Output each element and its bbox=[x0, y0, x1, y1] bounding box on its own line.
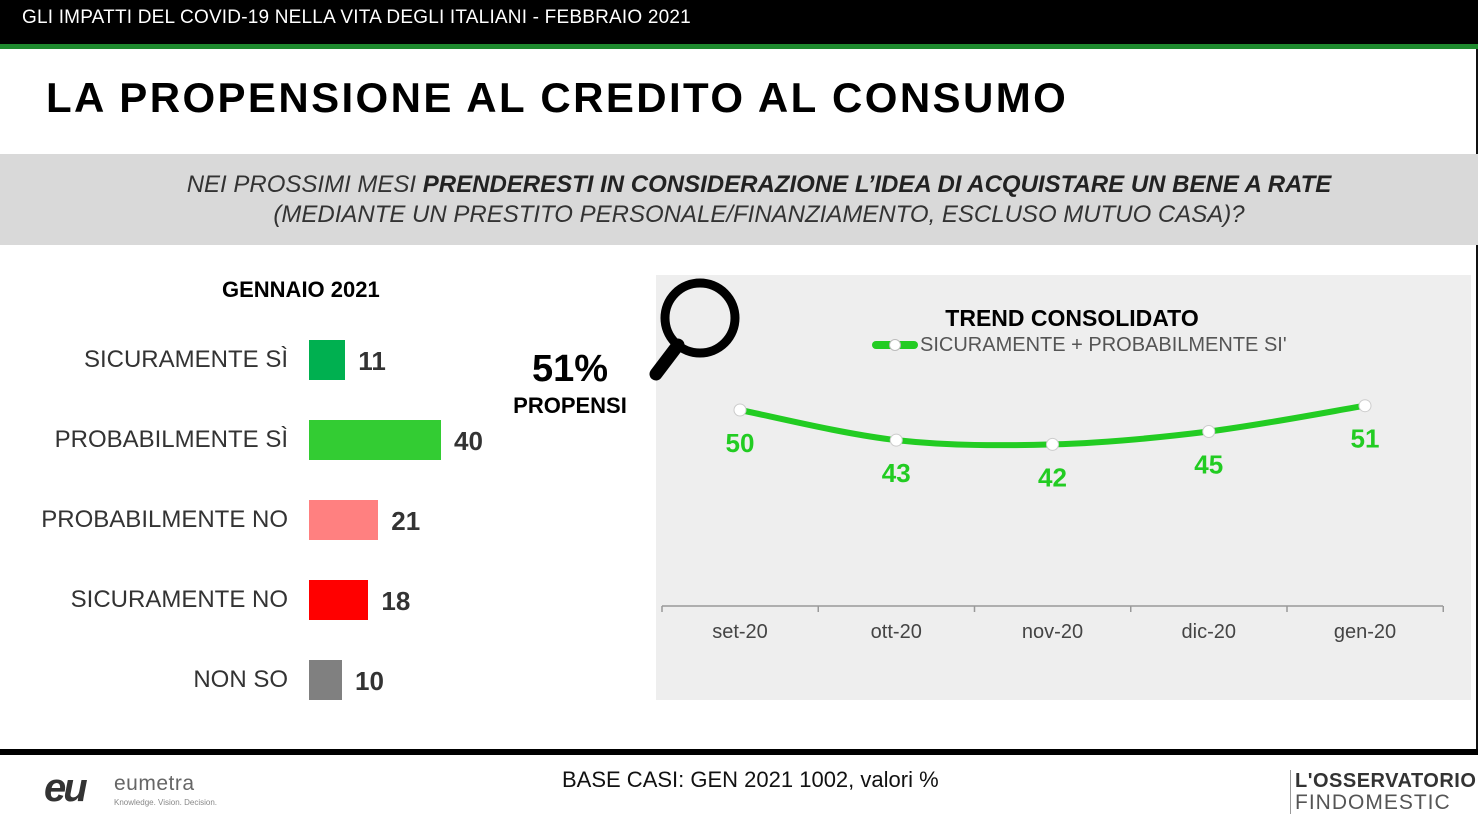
bar-row: SICURAMENTE SÌ 11 bbox=[0, 340, 1478, 380]
bar-category-label: PROBABILMENTE SÌ bbox=[54, 426, 288, 453]
bar-category-label: NON SO bbox=[193, 666, 288, 693]
trend-chart-title: TREND CONSOLIDATO bbox=[945, 305, 1199, 331]
trend-panel bbox=[656, 275, 1471, 700]
x-axis-tick-label: set-20 bbox=[712, 621, 768, 643]
trend-data-label: 42 bbox=[1038, 462, 1067, 492]
question-band: NEI PROSSIMI MESI PRENDERESTI IN CONSIDE… bbox=[0, 154, 1478, 245]
base-note: BASE CASI: GEN 2021 1002, valori % bbox=[562, 767, 939, 792]
magnifier-handle-icon bbox=[649, 338, 685, 381]
bar-chart-title: GENNAIO 2021 bbox=[222, 277, 380, 302]
bar-value-label: 21 bbox=[391, 506, 421, 536]
question-bold: PRENDERESTI IN CONSIDERAZIONE L’IDEA DI … bbox=[422, 171, 1332, 198]
bar-value-label: 11 bbox=[358, 346, 386, 376]
bar bbox=[309, 500, 379, 540]
x-axis-tick-label: dic-20 bbox=[1182, 621, 1236, 643]
bar-row: PROBABILMENTE NO 21 bbox=[0, 500, 1478, 540]
bar bbox=[309, 420, 441, 460]
bar bbox=[309, 340, 346, 380]
legend-swatch bbox=[872, 339, 918, 351]
trend-point bbox=[733, 403, 747, 417]
bar-row: NON SO 10 bbox=[0, 660, 1478, 700]
report-title: GLI IMPATTI DEL COVID-19 NELLA VITA DEGL… bbox=[22, 7, 691, 28]
page-title: LA PROPENSIONE AL CREDITO AL CONSUMO bbox=[46, 74, 1069, 121]
propensi-label: PROPENSI bbox=[513, 393, 627, 418]
bar-category-label: PROBABILMENTE NO bbox=[41, 506, 288, 533]
x-axis-tick-label: gen-20 bbox=[1334, 621, 1396, 643]
propensi-callout: 51% PROPENSI bbox=[500, 348, 640, 419]
bar-row: SICURAMENTE NO 18 bbox=[0, 580, 1478, 620]
legend-label: SICURAMENTE + PROBABILMENTE SI' bbox=[920, 333, 1287, 356]
trend-data-label: 45 bbox=[1194, 450, 1223, 480]
trend-point bbox=[1202, 425, 1216, 438]
bar-category-label: SICURAMENTE NO bbox=[70, 586, 288, 613]
question-prefix: NEI PROSSIMI MESI bbox=[186, 171, 423, 198]
propensi-percent: 51% bbox=[531, 348, 609, 390]
trend-data-label: 50 bbox=[726, 428, 755, 458]
question-line-1: NEI PROSSIMI MESI PRENDERESTI IN CONSIDE… bbox=[0, 171, 1478, 199]
eumetra-name: eumetra bbox=[114, 772, 195, 795]
bottom-bar bbox=[0, 749, 1478, 755]
findomestic-logo: L'OSSERVATORIO FINDOMESTIC bbox=[1290, 770, 1477, 814]
trend-point bbox=[1358, 399, 1372, 413]
bar-value-label: 18 bbox=[381, 586, 411, 616]
magnifier-icon bbox=[660, 278, 740, 358]
trend-legend: SICURAMENTE + PROBABILMENTE SI' bbox=[872, 333, 1287, 357]
bar-value-label: 10 bbox=[355, 666, 384, 696]
eumetra-logo: eu eumetra Knowledge. Vision. Decision. bbox=[44, 766, 224, 812]
bar-category-label: SICURAMENTE SÌ bbox=[83, 346, 288, 373]
question-line-2: (MEDIANTE UN PRESTITO PERSONALE/FINANZIA… bbox=[273, 201, 1245, 228]
findomestic-logo-line-2: FINDOMESTIC bbox=[1295, 791, 1451, 814]
eumetra-mark: eu bbox=[44, 766, 88, 810]
trend-data-label: 51 bbox=[1351, 424, 1380, 454]
bar-row: PROBABILMENTE SÌ 40 bbox=[0, 420, 1478, 460]
trend-data-label: 43 bbox=[882, 458, 911, 488]
findomestic-logo-line-1: L'OSSERVATORIO bbox=[1295, 770, 1477, 792]
top-bar: GLI IMPATTI DEL COVID-19 NELLA VITA DEGL… bbox=[0, 0, 1478, 44]
trend-point bbox=[889, 433, 903, 447]
bar bbox=[309, 660, 342, 700]
trend-point bbox=[1046, 437, 1059, 451]
eumetra-tagline: Knowledge. Vision. Decision. bbox=[114, 798, 218, 807]
bar-value-label: 40 bbox=[454, 426, 483, 456]
right-edge-line bbox=[1476, 49, 1478, 749]
top-bar-accent bbox=[0, 44, 1478, 49]
bar bbox=[309, 580, 369, 620]
x-axis-tick-label: ott-20 bbox=[871, 621, 922, 643]
x-axis-tick-label: nov-20 bbox=[1022, 621, 1083, 643]
